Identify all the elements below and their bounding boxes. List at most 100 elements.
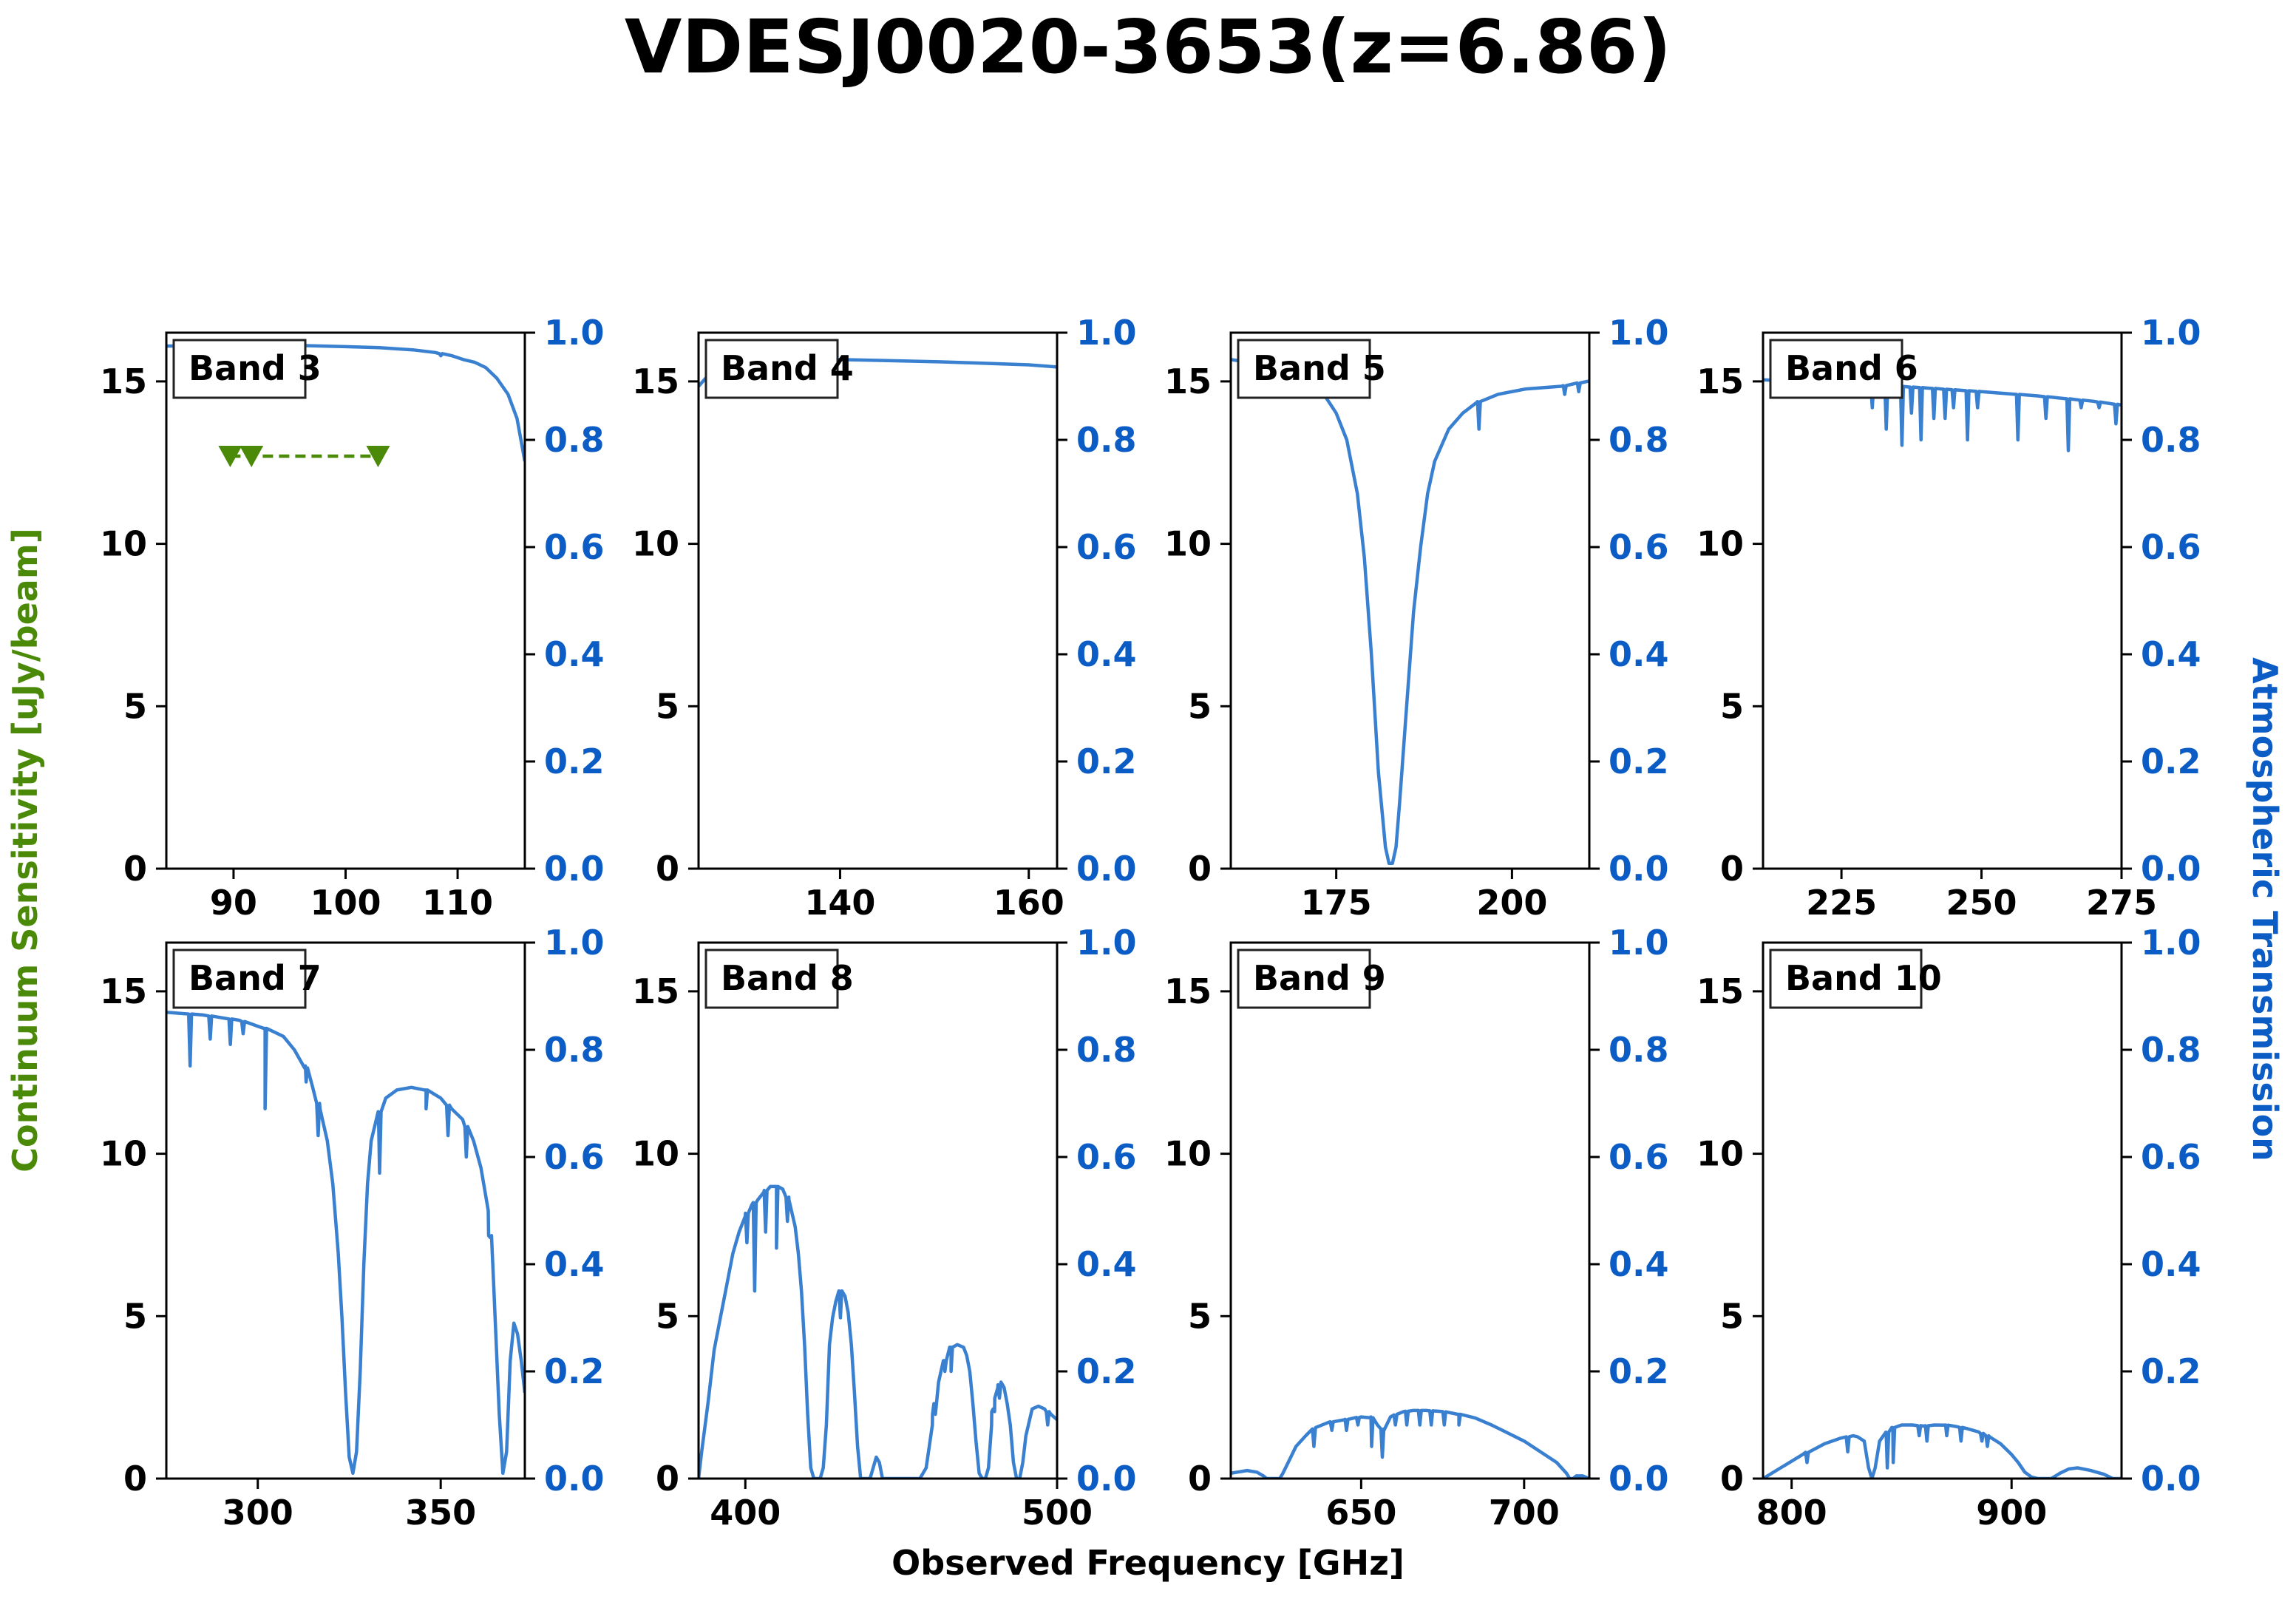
band-label: Band 7	[188, 958, 322, 998]
right-y-tick-label: 0.0	[2141, 849, 2201, 889]
right-y-tick-label: 0.6	[544, 527, 605, 567]
right-y-tick-label: 0.2	[544, 1351, 605, 1391]
left-y-tick-label: 10	[632, 524, 679, 564]
left-y-axis-label: Continuum Sensitivity [uJy/beam]	[5, 528, 45, 1173]
right-y-tick-label: 0.4	[1609, 1244, 1669, 1284]
right-y-tick-label: 0.6	[2141, 1137, 2201, 1177]
x-tick-label: 200	[1476, 883, 1547, 923]
right-y-tick-label: 0.4	[1076, 1244, 1137, 1284]
right-y-tick-label: 0.2	[1076, 1351, 1137, 1391]
right-y-tick-label: 1.0	[544, 923, 605, 963]
left-y-tick-label: 10	[1696, 1134, 1744, 1174]
band-label: Band 8	[721, 958, 854, 998]
right-y-tick-label: 0.0	[544, 849, 605, 889]
transmission-curve	[1763, 1423, 2122, 1479]
left-y-tick-label: 10	[100, 1134, 147, 1174]
right-y-tick-label: 1.0	[1076, 313, 1137, 353]
left-y-tick-label: 0	[1720, 849, 1744, 889]
left-y-tick-label: 15	[632, 971, 679, 1011]
left-y-tick-label: 10	[1164, 524, 1212, 564]
right-y-tick-label: 0.6	[2141, 527, 2201, 567]
x-tick-label: 110	[422, 883, 493, 923]
transmission-curve	[1231, 358, 1589, 866]
left-y-tick-label: 15	[1696, 362, 1744, 401]
x-tick-label: 275	[2086, 883, 2157, 923]
right-y-tick-label: 0.2	[2141, 742, 2201, 781]
sensitivity-limit-marker	[218, 445, 242, 467]
x-tick-label: 160	[994, 883, 1064, 923]
right-y-tick-label: 0.8	[544, 1030, 605, 1070]
panel-frame	[697, 941, 1059, 1480]
band-panel: 650 700 0 5 10 15 0.0 0.2 0.4 0.6 0.8 1.0 Band 9	[1164, 923, 1669, 1533]
band-label-box	[1237, 949, 1371, 1009]
band-label: Band 6	[1785, 348, 1918, 388]
x-tick-label: 250	[1946, 883, 2017, 923]
left-y-tick-label: 5	[1720, 1296, 1744, 1336]
band-label-box	[172, 339, 307, 399]
right-y-tick-label: 1.0	[2141, 923, 2201, 963]
left-y-tick-label: 5	[123, 1296, 147, 1336]
transmission-curve	[1231, 1408, 1589, 1479]
right-y-tick-label: 0.4	[1609, 634, 1669, 674]
left-y-tick-label: 10	[100, 524, 147, 564]
left-y-tick-label: 0	[656, 849, 679, 889]
right-y-tick-label: 0.0	[1609, 1459, 1669, 1499]
x-tick-label: 90	[210, 883, 257, 923]
left-y-tick-label: 15	[1164, 971, 1212, 1011]
band-label-box	[1237, 339, 1371, 399]
right-y-tick-label: 1.0	[1609, 313, 1669, 353]
left-y-tick-label: 15	[100, 362, 147, 401]
band-panel: 90 100 110 0 5 10 15 0.0 0.2 0.4 0.6 0.8 1.0 Band 3	[100, 313, 605, 923]
left-y-tick-label: 0	[123, 849, 147, 889]
panel-frame	[165, 941, 526, 1480]
right-y-tick-label: 0.2	[2141, 1351, 2201, 1391]
transmission-curve	[166, 1011, 525, 1476]
x-tick-label: 700	[1489, 1493, 1560, 1533]
left-y-tick-label: 15	[1164, 362, 1212, 401]
x-tick-label: 225	[1806, 883, 1877, 923]
right-y-tick-label: 0.6	[1609, 1137, 1669, 1177]
x-tick-label: 650	[1325, 1493, 1396, 1533]
right-y-tick-label: 1.0	[1076, 923, 1137, 963]
x-tick-label: 400	[710, 1493, 781, 1533]
x-axis-label: Observed Frequency [GHz]	[891, 1543, 1405, 1583]
left-y-tick-label: 0	[656, 1459, 679, 1499]
panel-frame	[1229, 941, 1591, 1480]
band-label: Band 10	[1785, 958, 1942, 998]
left-y-tick-label: 5	[123, 686, 147, 726]
left-y-tick-label: 5	[1720, 686, 1744, 726]
band-panel: 140 160 0 5 10 15 0.0 0.2 0.4 0.6 0.8 1.0 Band 4	[632, 313, 1137, 923]
x-tick-label: 900	[1976, 1493, 2047, 1533]
right-y-tick-label: 0.8	[544, 420, 605, 460]
transmission-curve	[1763, 378, 2122, 452]
x-tick-label: 100	[310, 883, 381, 923]
x-tick-label: 300	[223, 1493, 293, 1533]
band-label: Band 5	[1253, 348, 1386, 388]
right-y-tick-label: 1.0	[2141, 313, 2201, 353]
x-tick-label: 140	[804, 883, 875, 923]
band-label-box	[1769, 949, 1923, 1009]
right-y-tick-label: 0.0	[1609, 849, 1669, 889]
band-panel: 175 200 0 5 10 15 0.0 0.2 0.4 0.6 0.8 1.0 Band 5	[1164, 313, 1669, 923]
right-y-tick-label: 0.2	[1609, 742, 1669, 781]
right-y-tick-label: 0.2	[1609, 1351, 1669, 1391]
right-y-tick-label: 0.0	[544, 1459, 605, 1499]
right-y-tick-label: 0.6	[1609, 527, 1669, 567]
x-tick-label: 800	[1756, 1493, 1827, 1533]
x-tick-label: 350	[405, 1493, 476, 1533]
panel-frame	[1762, 941, 2123, 1480]
right-y-tick-label: 0.2	[544, 742, 605, 781]
left-y-tick-label: 0	[1720, 1459, 1744, 1499]
right-y-tick-label: 0.2	[1076, 742, 1137, 781]
left-y-tick-label: 0	[123, 1459, 147, 1499]
right-y-tick-label: 0.8	[1609, 420, 1669, 460]
panel-frame	[1762, 331, 2123, 870]
left-y-tick-label: 15	[1696, 971, 1744, 1011]
right-y-tick-label: 0.4	[1076, 634, 1137, 674]
transmission-curve	[699, 1184, 1057, 1479]
right-y-tick-label: 0.0	[1076, 849, 1137, 889]
panel-frame	[165, 331, 526, 870]
left-y-tick-label: 0	[1188, 1459, 1212, 1499]
